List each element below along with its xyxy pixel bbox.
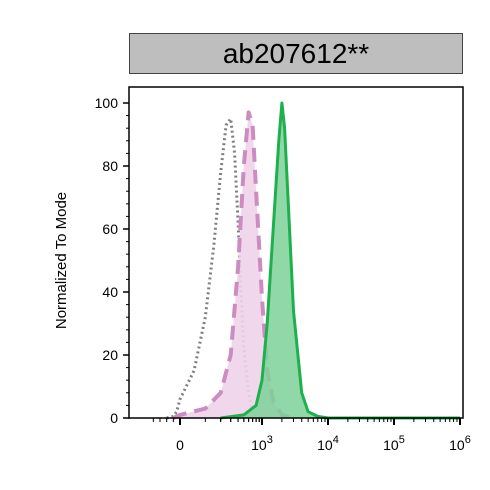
x-tick-label: 106 bbox=[449, 434, 471, 453]
axes-layer bbox=[123, 86, 464, 425]
y-tick-label: 60 bbox=[102, 221, 118, 237]
x-tick-label: 104 bbox=[317, 434, 339, 453]
series-isotype-control-fill bbox=[173, 112, 294, 419]
plot-frame bbox=[128, 86, 464, 419]
series-layer bbox=[166, 101, 460, 420]
series-ab207612-fill bbox=[220, 103, 460, 418]
x-tick-label: 0 bbox=[176, 437, 184, 453]
y-axis-label: Normalized To Mode bbox=[53, 192, 70, 329]
y-tick-label: 100 bbox=[95, 95, 119, 111]
series-ab207612-line bbox=[220, 101, 460, 420]
x-tick-label: 103 bbox=[251, 434, 273, 453]
y-tick-label: 40 bbox=[102, 284, 118, 300]
chart-title: ab207612** bbox=[222, 37, 370, 69]
chart-title-box: ab207612** bbox=[129, 33, 463, 74]
y-tick-label: 20 bbox=[102, 347, 118, 363]
y-tick-label: 0 bbox=[110, 410, 118, 426]
y-tick-label: 80 bbox=[102, 158, 118, 174]
x-tick-label: 105 bbox=[383, 434, 405, 453]
